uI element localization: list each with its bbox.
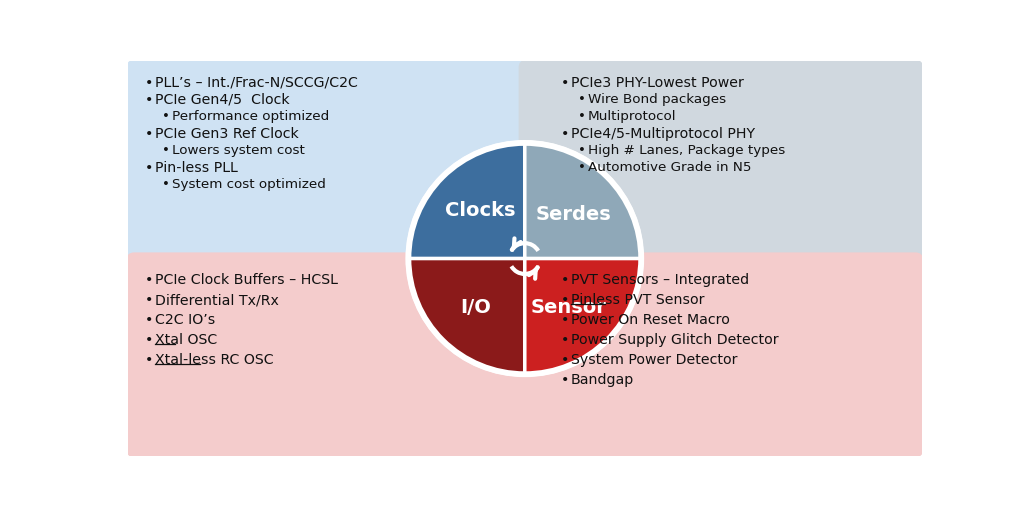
Text: •: • (145, 127, 154, 141)
Text: Power Supply Glitch Detector: Power Supply Glitch Detector (570, 333, 778, 347)
Text: Lowers system cost: Lowers system cost (172, 144, 305, 157)
Text: Pinless PVT Sensor: Pinless PVT Sensor (570, 293, 705, 307)
Text: System cost optimized: System cost optimized (172, 178, 326, 191)
Text: •: • (560, 373, 568, 387)
FancyBboxPatch shape (518, 60, 924, 265)
Text: •: • (560, 313, 568, 327)
Text: Differential Tx/Rx: Differential Tx/Rx (155, 293, 279, 307)
Text: PCIe Gen4/5  Clock: PCIe Gen4/5 Clock (155, 93, 290, 107)
Text: I/O: I/O (461, 297, 492, 316)
Text: PVT Sensors – Integrated: PVT Sensors – Integrated (570, 273, 749, 287)
Text: System Power Detector: System Power Detector (570, 353, 737, 367)
Text: •: • (560, 127, 568, 141)
Text: PCIe3 PHY-Lowest Power: PCIe3 PHY-Lowest Power (570, 76, 743, 90)
Wedge shape (524, 143, 641, 259)
Text: PCIe4/5-Multiprotocol PHY: PCIe4/5-Multiprotocol PHY (570, 127, 755, 141)
FancyBboxPatch shape (126, 60, 531, 265)
Text: Bandgap: Bandgap (570, 373, 634, 387)
Text: PLL’s – Int./Frac-N/SCCG/C2C: PLL’s – Int./Frac-N/SCCG/C2C (155, 76, 358, 90)
Text: •: • (162, 111, 170, 123)
FancyBboxPatch shape (126, 252, 531, 457)
Text: C2C IO’s: C2C IO’s (155, 313, 215, 327)
Text: •: • (162, 144, 170, 157)
Text: Pin-less PLL: Pin-less PLL (155, 161, 238, 175)
Text: •: • (145, 313, 154, 327)
Text: •: • (162, 178, 170, 191)
Text: Xtal OSC: Xtal OSC (155, 333, 217, 347)
Text: •: • (145, 273, 154, 287)
Text: PCIe Clock Buffers – HCSL: PCIe Clock Buffers – HCSL (155, 273, 338, 287)
Text: •: • (560, 353, 568, 367)
Text: •: • (578, 161, 586, 174)
Text: •: • (145, 76, 154, 90)
Text: •: • (560, 76, 568, 90)
Text: •: • (145, 333, 154, 347)
Circle shape (406, 140, 644, 377)
Wedge shape (409, 259, 524, 374)
Text: Performance optimized: Performance optimized (172, 111, 330, 123)
Text: •: • (145, 161, 154, 175)
Text: •: • (560, 293, 568, 307)
Text: •: • (145, 293, 154, 307)
Wedge shape (524, 259, 641, 374)
FancyBboxPatch shape (518, 252, 924, 457)
Text: Serdes: Serdes (536, 205, 611, 224)
Text: •: • (578, 111, 586, 123)
Text: •: • (578, 93, 586, 106)
Text: Power On Reset Macro: Power On Reset Macro (570, 313, 729, 327)
Text: •: • (145, 93, 154, 107)
Text: Multiprotocol: Multiprotocol (588, 111, 676, 123)
Text: •: • (578, 144, 586, 157)
Wedge shape (409, 143, 524, 259)
Text: High # Lanes, Package types: High # Lanes, Package types (588, 144, 784, 157)
Text: •: • (560, 333, 568, 347)
Text: •: • (145, 353, 154, 367)
Text: PCIe Gen3 Ref Clock: PCIe Gen3 Ref Clock (155, 127, 299, 141)
Text: •: • (560, 273, 568, 287)
Text: Wire Bond packages: Wire Bond packages (588, 93, 726, 106)
Text: Xtal-less RC OSC: Xtal-less RC OSC (155, 353, 273, 367)
Text: Automotive Grade in N5: Automotive Grade in N5 (588, 161, 751, 174)
Text: Sensor: Sensor (531, 297, 607, 316)
Text: Clocks: Clocks (445, 201, 516, 220)
